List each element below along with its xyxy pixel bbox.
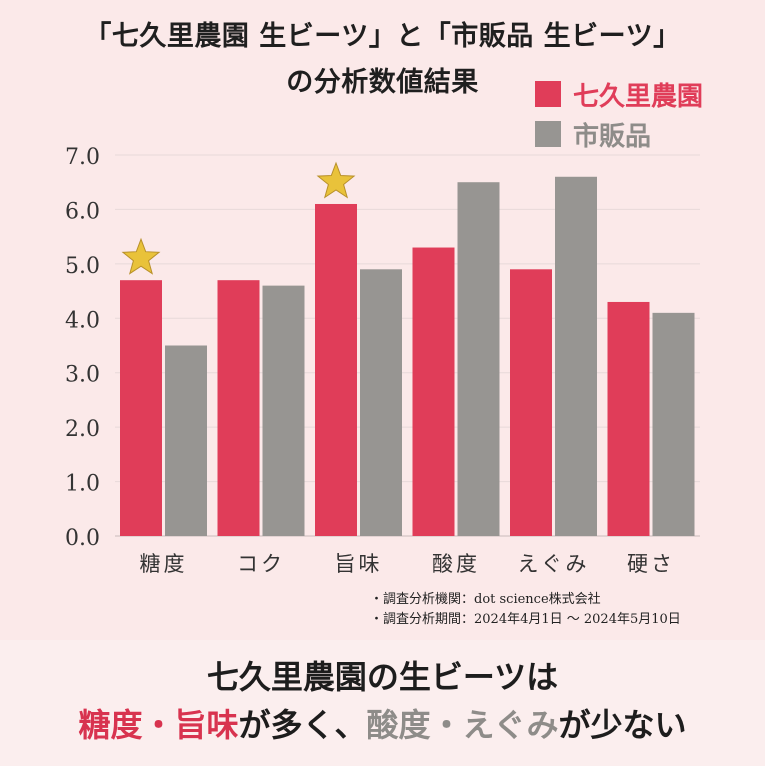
bar-market: [457, 182, 500, 536]
legend-item-nanakuri: 七久里農園: [535, 74, 703, 114]
legend-swatch-nanakuri: [535, 81, 561, 107]
y-tick-label: 5.0: [65, 254, 100, 279]
bar-nanakuri: [217, 280, 260, 536]
conclusion-line1: 七久里農園の生ビーツは: [206, 658, 559, 696]
star-icon: [121, 237, 161, 275]
y-tick-label: 1.0: [65, 472, 100, 497]
legend-swatch-market: [535, 121, 561, 147]
bar-nanakuri: [412, 247, 455, 536]
bar-nanakuri: [510, 269, 552, 536]
conclusion-text-few: が少ない: [558, 706, 687, 744]
bar-market: [360, 269, 402, 536]
star-icon: [316, 161, 356, 199]
legend-item-market: 市販品: [535, 114, 703, 154]
chart-title-line1: 「七久里農園 生ビーツ」と「市販品 生ビーツ」: [84, 21, 681, 52]
conclusion-highlight-acid-harsh: 酸度・えぐみ: [366, 706, 559, 744]
bar-market: [165, 345, 207, 536]
legend: 七久里農園 市販品: [535, 74, 703, 154]
y-tick-label: 4.0: [65, 308, 100, 333]
survey-notes: ・調査分析機関：dot science株式会社 ・調査分析期間：2024年4月1…: [370, 590, 681, 630]
y-tick-label: 2.0: [65, 417, 100, 442]
conclusion-text-many: が多く、: [238, 706, 367, 744]
x-tick-label: コク: [237, 552, 285, 576]
x-tick-label: 糖度: [140, 552, 188, 576]
bar-nanakuri: [120, 280, 162, 536]
y-tick-label: 6.0: [65, 199, 100, 224]
note-period: ・調査分析期間：2024年4月1日 〜 2024年5月10日: [370, 612, 681, 627]
conclusion-line2: 糖度・旨味が多く、酸度・えぐみが少ない: [0, 700, 765, 746]
bar-nanakuri: [607, 301, 650, 536]
bar-market: [262, 285, 305, 536]
x-tick-label: 酸度: [432, 552, 480, 576]
x-tick-label: 旨味: [335, 552, 383, 576]
y-tick-label: 7.0: [65, 145, 100, 170]
conclusion-banner: 七久里農園の生ビーツは 糖度・旨味が多く、酸度・えぐみが少ない: [0, 640, 765, 766]
note-lab: ・調査分析機関：dot science株式会社: [370, 592, 601, 607]
bar-chart: 0.0 1.0 2.0 3.0 4.0 5.0 6.0 7.0 糖度 コク 旨味 酸度 えぐみ 硬さ: [65, 145, 700, 576]
x-tick-label: えぐみ: [518, 552, 590, 576]
bar-market: [555, 176, 597, 536]
legend-label-nanakuri: 七久里農園: [573, 81, 704, 112]
y-tick-label: 3.0: [65, 363, 100, 388]
legend-label-market: 市販品: [573, 121, 652, 152]
bar-nanakuri: [315, 203, 357, 536]
bar-market: [652, 312, 695, 536]
conclusion-highlight-sweet-umami: 糖度・旨味: [78, 706, 239, 744]
x-tick-label: 硬さ: [627, 552, 675, 576]
chart-title-line2: の分析数値結果: [286, 67, 479, 98]
y-tick-label: 0.0: [65, 526, 100, 551]
